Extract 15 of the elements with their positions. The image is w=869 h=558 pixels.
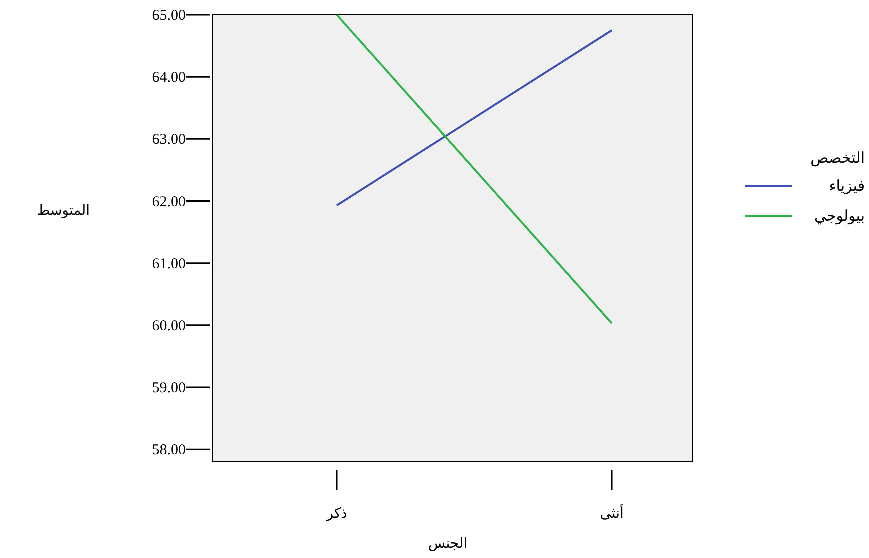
y-tick-label: 64.00: [152, 70, 186, 86]
legend-label: بيولوجي: [814, 207, 865, 225]
legend-title: التخصص: [810, 149, 865, 167]
text: فيزياء: [829, 177, 865, 195]
y-tick-label: 61.00: [152, 256, 186, 272]
x-tick-label: ذكر: [326, 506, 348, 522]
y-tick-label: 60.00: [152, 318, 186, 334]
y-tick-label: 62.00: [152, 194, 186, 210]
x-tick-label: أنثى: [600, 504, 624, 522]
y-tick-label: 65.00: [152, 8, 186, 24]
y-tick-label: 58.00: [152, 442, 186, 459]
x-axis-title: الجنس: [428, 536, 468, 552]
y-tick-label: 63.00: [152, 132, 186, 148]
y-axis-title: المتوسط: [37, 203, 90, 219]
y-tick-label: 59.00: [152, 380, 186, 396]
